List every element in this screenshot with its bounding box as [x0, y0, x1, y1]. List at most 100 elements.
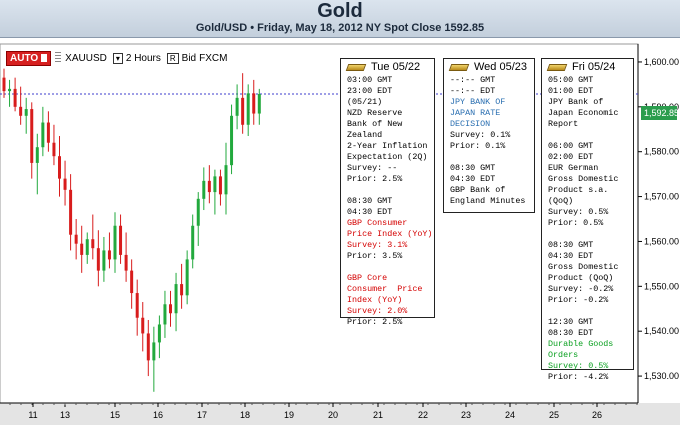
- gold-bar-icon: [448, 64, 470, 71]
- x-tick-label: 15: [110, 410, 120, 420]
- candle-body: [41, 122, 45, 148]
- event-line: 08:30 GMT: [548, 240, 594, 250]
- symbol-label[interactable]: XAUUSD: [65, 52, 107, 64]
- event-line: Product (QoQ): [548, 273, 614, 283]
- event-item: 05:00 GMT 01:00 EDT JPY Bank of Japan Econo…: [548, 75, 627, 130]
- event-line: --:-- GMT: [450, 75, 496, 85]
- event-line: England Minutes: [450, 196, 526, 206]
- candle-body: [241, 97, 245, 125]
- event-box-wed: Wed 05/23 --:-- GMT --:-- EDT JPY BANK OF JA…: [443, 58, 535, 213]
- event-line: 03:00 GMT: [347, 75, 393, 85]
- event-item: GBP Core Consumer Price Index (YoY) Survey:…: [347, 273, 428, 328]
- event-line: 04:30 EDT: [548, 251, 594, 261]
- event-line: 04:30 EDT: [347, 207, 393, 217]
- event-line: Zealand: [347, 130, 383, 140]
- event-item: 08:30 GMT 04:30 EDT GBP Bank of England Min…: [450, 163, 528, 207]
- event-line: Durable Goods: [548, 339, 614, 349]
- candle-body: [96, 248, 100, 271]
- r-button[interactable]: R: [166, 52, 179, 64]
- candle-body: [141, 317, 145, 334]
- event-line: Survey: --: [347, 163, 398, 173]
- candle-body: [113, 225, 117, 260]
- candle-body: [24, 109, 28, 116]
- event-item: 12:30 GMT 08:30 EDT Durable Goods Orders Sur…: [548, 317, 627, 383]
- chart-subtitle: Gold/USD • Friday, May 18, 2012 NY Spot …: [195, 22, 485, 34]
- candle-body: [52, 142, 56, 157]
- last-price-tag: 1,592.85: [641, 106, 679, 120]
- auto-button[interactable]: AUTO: [6, 50, 52, 66]
- event-line: Survey: 0.5%: [548, 207, 609, 217]
- candle-body: [169, 304, 172, 314]
- x-tick-label: 19: [284, 410, 294, 420]
- x-tick-label: 22: [418, 410, 428, 420]
- event-line: Gross Domestic: [548, 174, 619, 184]
- event-item: 08:30 GMT 04:30 EDT GBP Consumer Price Inde…: [347, 196, 432, 262]
- event-line: 04:30 EDT: [450, 174, 496, 184]
- event-line: 2-Year Inflation: [347, 141, 428, 151]
- candle-body: [107, 250, 111, 260]
- candle-body: [202, 180, 206, 199]
- candle-body: [213, 176, 217, 193]
- event-line: 02:00 EDT: [548, 152, 594, 162]
- price-type-label: Bid: [181, 52, 197, 64]
- x-tick-label: 13: [60, 410, 70, 420]
- event-line: Prior: -4.2%: [548, 372, 609, 382]
- y-tick-label: 1,570.00: [644, 192, 679, 202]
- x-tick-label: 24: [505, 410, 515, 420]
- candle-body: [46, 122, 50, 143]
- event-item: --:-- GMT --:-- EDT JPY BANK OF JAPAN RATE D…: [450, 75, 528, 152]
- grip-icon[interactable]: [55, 52, 62, 64]
- y-tick-label: 1,530.00: [644, 371, 679, 381]
- event-line: 23:00 EDT: [347, 86, 393, 96]
- candle-body: [63, 178, 67, 190]
- event-line: (05/21): [347, 97, 383, 107]
- candle-body: [157, 324, 161, 343]
- chart-toolbar: AUTO XAUUSD ▾ 2 Hours R Bid FXCM: [0, 50, 230, 66]
- auto-label: AUTO: [10, 52, 39, 64]
- candle-body: [124, 254, 128, 271]
- candle-body: [13, 88, 17, 107]
- candle-body: [224, 165, 228, 195]
- candle-body: [102, 250, 106, 271]
- y-tick-label: 1,550.00: [644, 281, 679, 291]
- candle-body: [191, 225, 195, 260]
- symbol-dropdown-icon[interactable]: ▾: [112, 52, 123, 64]
- event-line: Orders: [548, 350, 579, 360]
- candle-body: [69, 189, 73, 235]
- event-line: Gross Domestic: [548, 262, 619, 272]
- timeframe-label[interactable]: 2 Hours: [125, 52, 161, 64]
- provider-label: FXCM: [199, 52, 228, 64]
- chart-title: Gold: [317, 0, 363, 22]
- event-line: EUR German: [548, 163, 599, 173]
- event-line: Japan Economic: [548, 108, 619, 118]
- event-line: JAPAN RATE: [450, 108, 501, 118]
- candle-body: [152, 342, 156, 361]
- event-line: Bank of New: [347, 119, 403, 129]
- x-tick-label: 18: [240, 410, 250, 420]
- gold-bar-icon: [345, 64, 367, 71]
- auto-square-icon: [41, 53, 48, 62]
- x-tick-label: 17: [197, 410, 207, 420]
- y-tick-label: 1,540.00: [644, 326, 679, 336]
- date-axis-bg: [0, 403, 680, 425]
- gold-bar-icon: [546, 64, 568, 71]
- candle-body: [19, 106, 23, 116]
- x-tick-label: 23: [461, 410, 471, 420]
- event-line: Report: [548, 119, 579, 129]
- x-tick-label: 25: [549, 410, 559, 420]
- candle-body: [130, 270, 134, 294]
- candle-body: [235, 97, 239, 116]
- event-item: 06:00 GMT 02:00 EDT EUR German Gross Domest…: [548, 141, 627, 229]
- candle-body: [30, 109, 34, 163]
- event-line: DECISION: [450, 119, 491, 129]
- candle-body: [35, 147, 39, 163]
- candle-body: [119, 225, 123, 255]
- event-box-tue: Tue 05/22 03:00 GMT 23:00 EDT (05/21) NZD Re…: [340, 58, 435, 327]
- event-line: 08:30 EDT: [548, 328, 594, 338]
- candle-body: [252, 93, 256, 114]
- event-line: NZD Reserve: [347, 108, 403, 118]
- chart-header: Gold Gold/USD • Friday, May 18, 2012 NY …: [0, 0, 680, 38]
- candle-body: [257, 94, 261, 114]
- event-date: Tue 05/22: [371, 61, 421, 73]
- event-line: Prior: 2.5%: [347, 317, 403, 327]
